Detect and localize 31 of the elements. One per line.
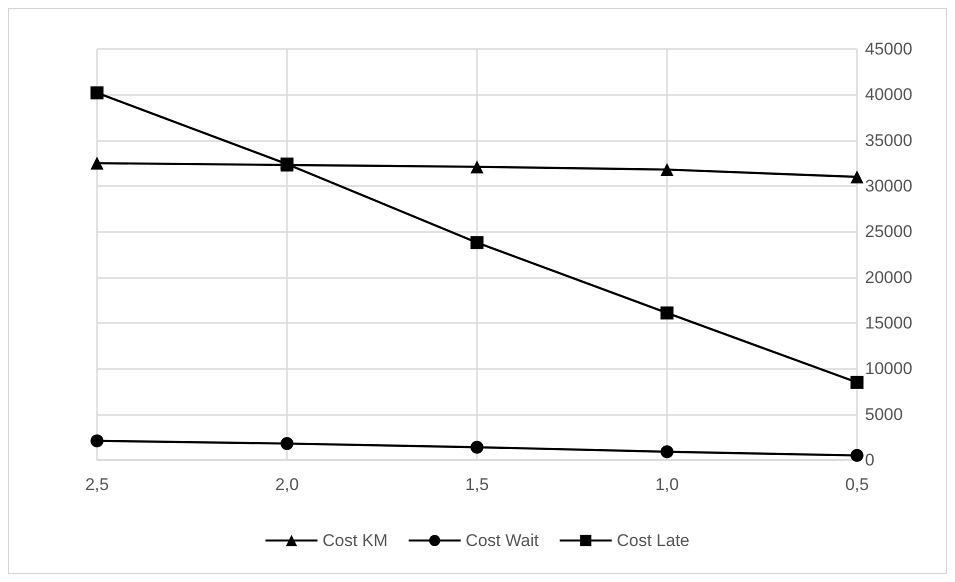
point (90, 434, 104, 448)
y-tick-label: 40000 (865, 85, 912, 104)
point (660, 445, 674, 458)
x-tick-label: 2,5 (85, 475, 109, 494)
x-tick-label: 1,5 (465, 475, 489, 494)
point (470, 160, 484, 174)
point (850, 376, 864, 389)
point (660, 306, 674, 320)
y-tick-label: 15000 (865, 314, 912, 332)
point (90, 86, 104, 100)
y-tick-label: 30000 (865, 176, 912, 196)
x-tick-label: 2,0 (275, 475, 299, 494)
point (90, 156, 104, 170)
point (280, 437, 294, 450)
point (660, 163, 674, 176)
x-tick-label: 0,5 (845, 475, 869, 494)
legend-label: Cost Late (616, 531, 690, 550)
point (470, 440, 484, 454)
y-tick-label: 10000 (865, 359, 912, 378)
legend-label: Cost KM (322, 531, 388, 550)
y-tick-label: 20000 (865, 268, 912, 287)
x-tick-label: 1,0 (655, 475, 679, 494)
point (850, 170, 864, 184)
y-tick-label: 5000 (865, 404, 903, 424)
y-tick-label: 35000 (865, 130, 912, 150)
y-tick-label: 25000 (865, 222, 912, 242)
point (470, 236, 484, 250)
y-tick-label: 0 (865, 450, 874, 470)
y-tick-label: 45000 (865, 40, 912, 58)
point (850, 448, 864, 462)
legend-label: Cost Wait (466, 531, 540, 550)
